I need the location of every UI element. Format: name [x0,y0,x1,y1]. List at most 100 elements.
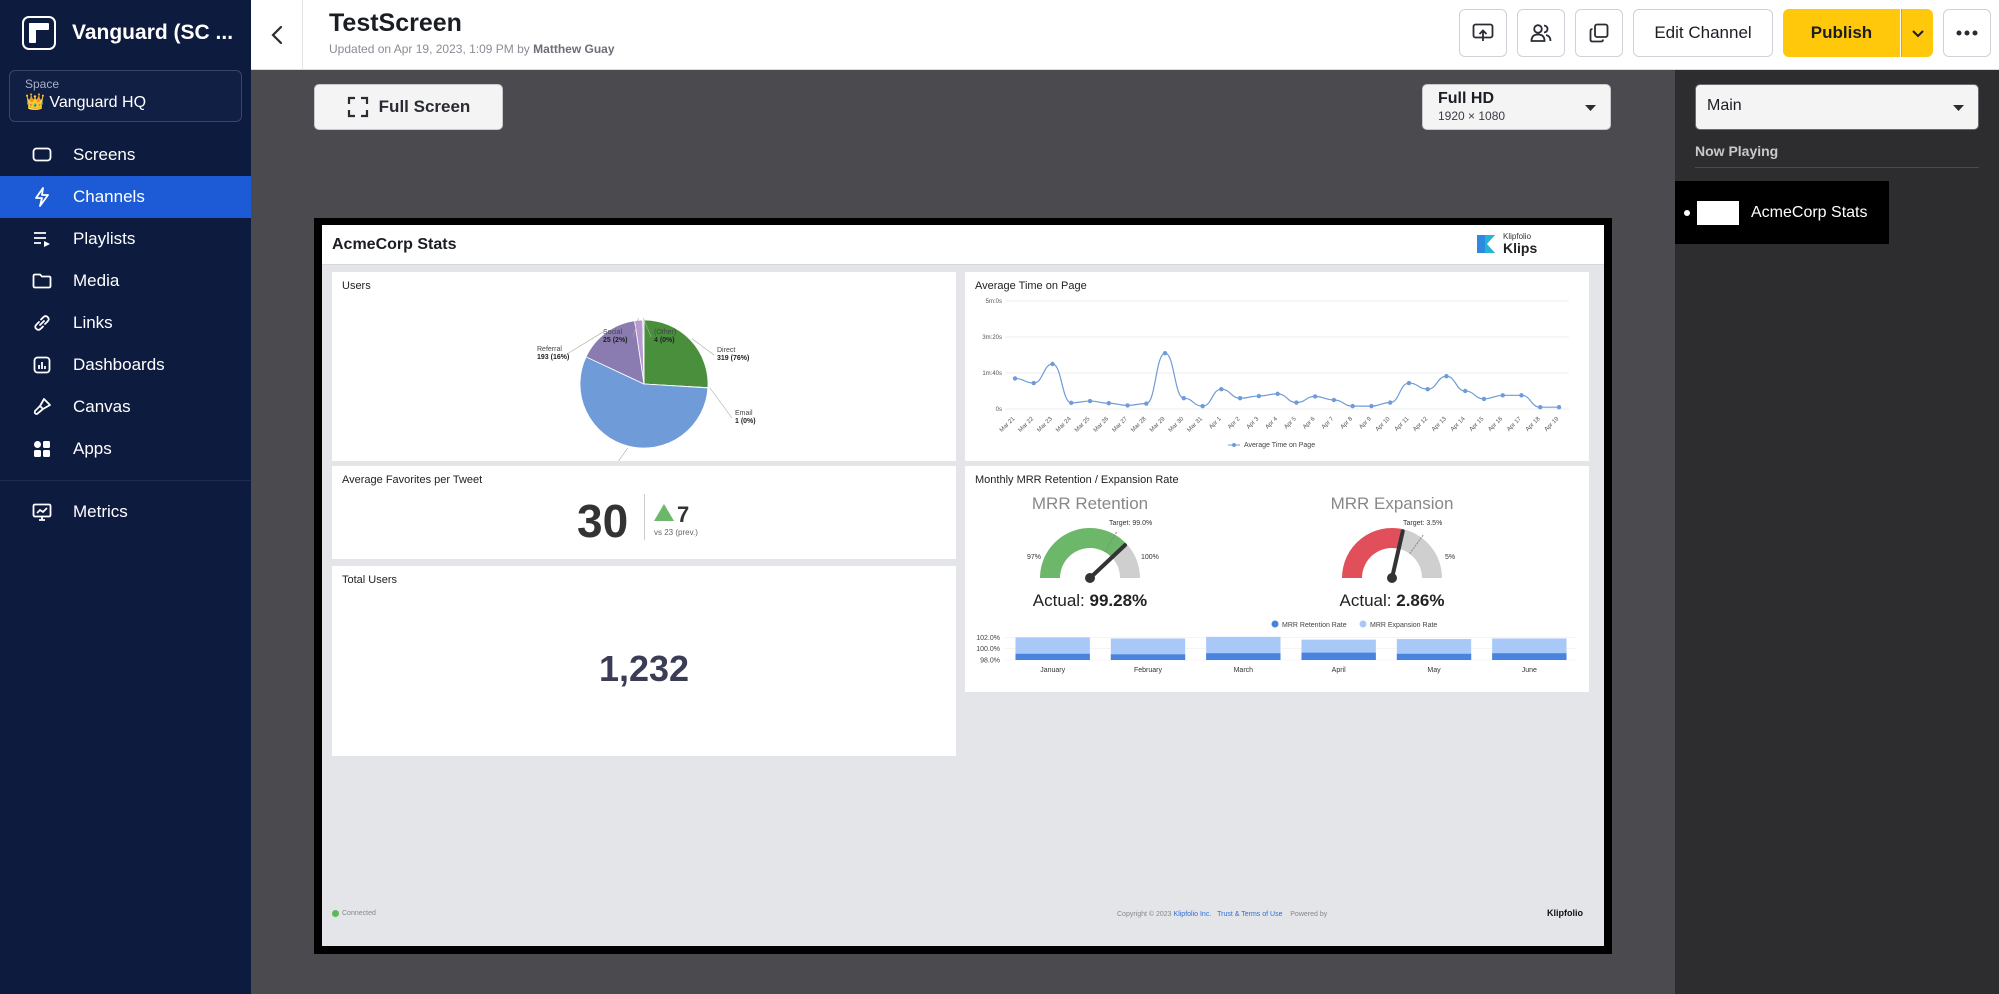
sidebar-item-label: Apps [73,439,112,458]
brush-icon [31,396,53,418]
x-tick-label: Apr 4 [1265,416,1280,431]
total-users-value: 1,232 [598,648,690,689]
x-tick-label: Apr 10 [1375,416,1392,433]
x-tick-label: May [1427,667,1441,674]
x-tick-label: Apr 9 [1358,416,1373,431]
klips-logo-icon [1477,235,1495,253]
x-tick-label: Apr 11 [1394,416,1411,433]
pie-value-label: 1 (0%) [735,418,756,425]
mrr-retention-min: 97% [1027,554,1042,561]
bar-legend-label: MRR Expansion Rate [1370,622,1437,629]
sidebar-item-dashboards[interactable]: Dashboards [0,344,251,386]
favorites-divider [644,494,645,540]
sidebar-item-metrics[interactable]: Metrics [0,491,251,533]
x-tick-label: Mar 27 [1112,416,1130,434]
pie-value-label: 319 (76%) [717,355,749,362]
edit-channel-button[interactable]: Edit Channel [1633,9,1773,57]
line-point [1556,405,1562,410]
gauge-hub [1085,573,1095,583]
bar-legend-label: MRR Retention Rate [1282,622,1347,629]
sidebar-item-screens[interactable]: Screens [0,134,251,176]
y-tick-label: 102.0% [976,635,1000,642]
line-point [1425,387,1430,392]
x-tick-label: Apr 18 [1525,416,1542,433]
screen-preview: AcmeCorp Stats Klipfolio Klips Users Dir… [314,218,1612,954]
mrr-title: Monthly MRR Retention / Expansion Rate [975,474,1179,486]
mrr-panel: Monthly MRR Retention / Expansion Rate M… [965,466,1589,692]
bar-retention [1492,653,1567,660]
favorites-title: Average Favorites per Tweet [342,474,483,486]
line-point [1294,400,1299,405]
updated-by: Matthew Guay [533,42,615,56]
bar-retention [1301,652,1376,660]
footer-powered: Powered by [1290,911,1328,918]
x-tick-label: Apr 2 [1227,416,1242,431]
users-title: Users [342,280,371,292]
footer-company-link[interactable]: Klipfolio Inc. [1173,911,1212,918]
now-playing-name: AcmeCorp Stats [1751,203,1868,221]
footer-copyright-text: Copyright © 2023 [1117,911,1172,918]
x-tick-label: Apr 15 [1469,416,1486,433]
duplicate-button[interactable] [1575,9,1623,57]
pie-value-label: 4 (0%) [654,337,675,344]
line-point [1481,396,1487,402]
line-point [1406,380,1412,386]
mrr-retention-actual: Actual: 99.28% [965,591,1215,611]
x-tick-label: Mar 25 [1074,416,1092,434]
x-tick-label: Apr 12 [1412,416,1429,433]
x-tick-label: Mar 24 [1055,416,1073,434]
mrr-expansion-actual-value: 2.86% [1396,591,1445,610]
x-tick-label: March [1234,667,1254,674]
sidebar-item-label: Dashboards [73,355,165,374]
gauge-fill [1342,528,1404,578]
bar-retention [1206,653,1281,660]
brand[interactable]: Vanguard (SC ... [0,0,251,66]
x-tick-label: Mar 30 [1168,416,1186,434]
dashboard-title: AcmeCorp Stats [332,236,457,253]
y-tick-label: 0s [996,407,1002,413]
cast-icon [1472,23,1494,41]
resolution-select[interactable]: Full HD 1920 × 1080 [1422,84,1611,130]
now-playing-item[interactable]: AcmeCorp Stats [1675,181,1889,244]
pie-label: Direct [717,347,735,354]
sidebar-item-media[interactable]: Media [0,260,251,302]
y-tick-label: 100.0% [976,646,1000,653]
screen-icon [31,144,53,166]
x-tick-label: Mar 22 [1018,416,1036,434]
total-users-title: Total Users [342,574,398,586]
cast-button[interactable] [1459,9,1507,57]
playlist-select-value: Main [1707,97,1742,114]
back-button[interactable] [251,0,303,70]
line-point [1275,391,1280,397]
footer-terms-link[interactable]: Trust & Terms of Use [1217,911,1283,918]
full-screen-button[interactable]: Full Screen [314,84,503,130]
sidebar-item-playlists[interactable]: Playlists [0,218,251,260]
playlist-icon [31,228,53,250]
mrr-expansion-actual: Actual: 2.86% [1267,591,1517,611]
sidebar-item-channels[interactable]: Channels [0,176,251,218]
legend-marker [1232,443,1236,447]
nav-divider [0,480,251,481]
now-playing-thumbnail [1697,200,1739,225]
mrr-expansion-max: 5% [1445,554,1456,561]
playlist-select[interactable]: Main [1695,84,1979,130]
sidebar-item-apps[interactable]: Apps [0,428,251,470]
favorites-value: 30 [577,495,629,547]
more-horizontal-icon [1956,30,1978,36]
brand-logo-icon [22,16,56,50]
publish-options-button[interactable] [1901,9,1933,57]
sidebar-item-links[interactable]: Links [0,302,251,344]
gauge-remaining [1398,529,1442,578]
line-point [1387,400,1393,405]
share-button[interactable] [1517,9,1565,57]
more-options-button[interactable] [1943,9,1991,57]
line-series [1014,352,1559,408]
sidebar-item-canvas[interactable]: Canvas [0,386,251,428]
space-selector[interactable]: Space 👑 Vanguard HQ [9,70,242,122]
y-tick-label: 5m:0s [986,299,1002,305]
line-point [1463,388,1468,394]
publish-button[interactable]: Publish [1783,9,1900,57]
link-icon [31,312,53,334]
